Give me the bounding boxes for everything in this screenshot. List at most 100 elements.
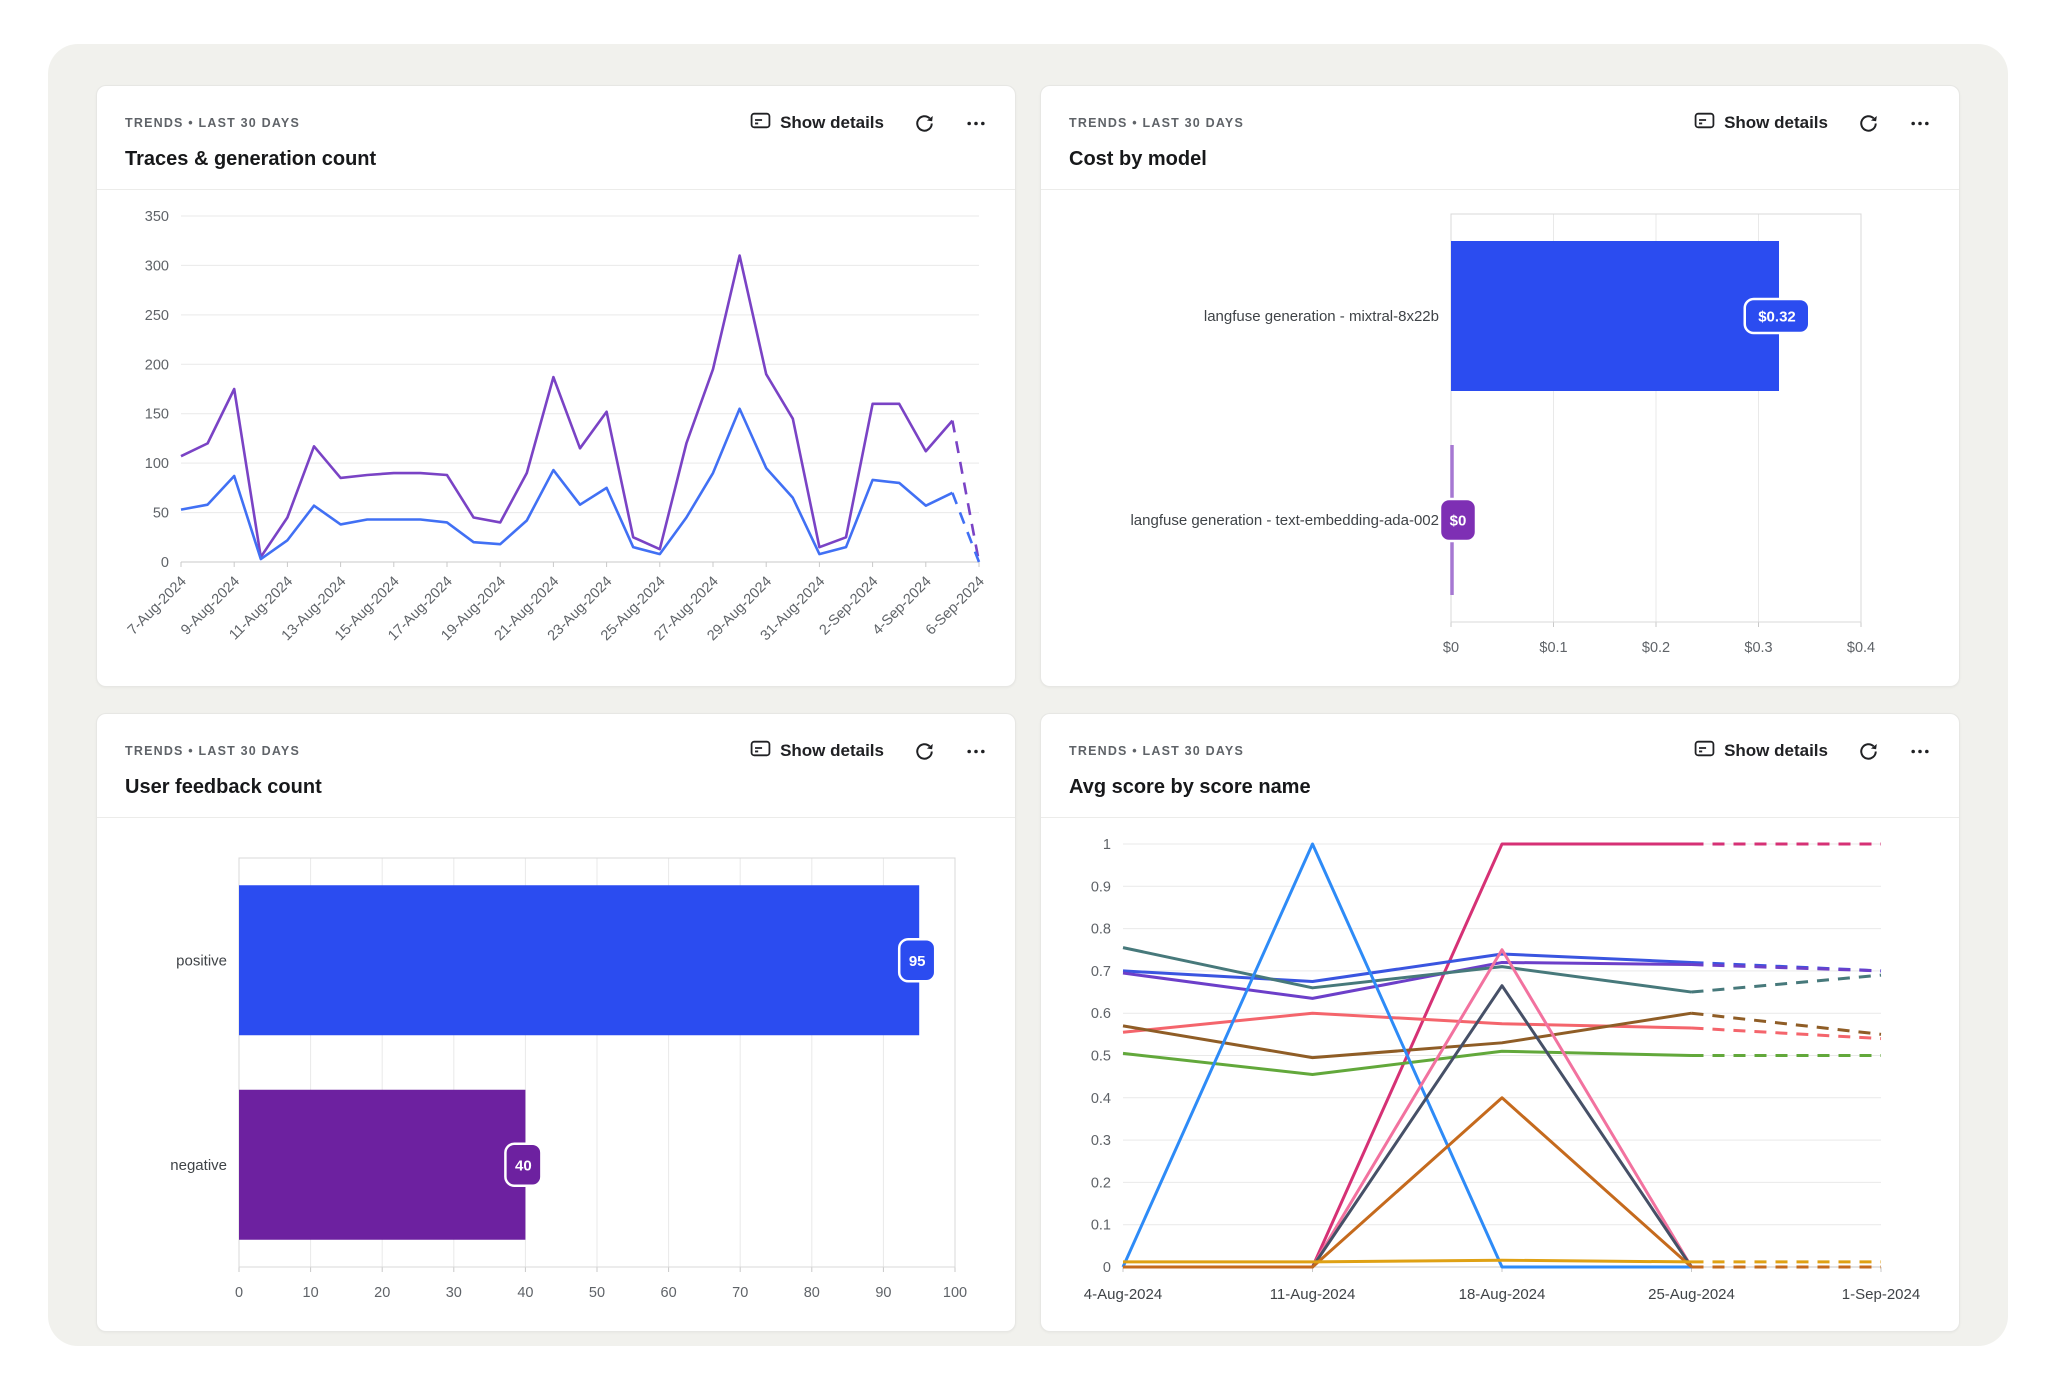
details-card-icon xyxy=(1694,110,1715,136)
card-cost-header: TRENDS • LAST 30 DAYS Show details xyxy=(1041,86,1959,189)
svg-text:0.9: 0.9 xyxy=(1091,879,1111,895)
svg-text:$0: $0 xyxy=(1450,513,1467,530)
card-traces-title: Traces & generation count xyxy=(125,148,377,170)
svg-text:1-Sep-2024: 1-Sep-2024 xyxy=(1842,1286,1920,1303)
card-feedback-eyebrow: TRENDS • LAST 30 DAYS xyxy=(125,744,300,758)
svg-text:90: 90 xyxy=(875,1285,891,1301)
more-menu-button[interactable] xyxy=(1909,113,1931,134)
show-details-button[interactable]: Show details xyxy=(1694,110,1828,136)
cost-chart-area: $0 $0.1 $0.2 $0.3 $0.4 langfuse generation - … xyxy=(1041,190,1959,686)
ellipsis-icon xyxy=(1911,121,1929,125)
feedback-bar-chart[interactable]: 0 10 20 30 40 50 60 70 80 90 100 positive 95 negative… xyxy=(117,828,995,1319)
refresh-button[interactable] xyxy=(914,113,935,134)
card-cost-eyebrow: TRENDS • LAST 30 DAYS xyxy=(1069,116,1244,130)
svg-text:0.3: 0.3 xyxy=(1091,1133,1111,1149)
svg-text:negative: negative xyxy=(170,1157,227,1174)
svg-text:95: 95 xyxy=(909,953,926,970)
svg-text:18-Aug-2024: 18-Aug-2024 xyxy=(1459,1286,1546,1303)
svg-text:30: 30 xyxy=(446,1285,462,1301)
svg-text:0.6: 0.6 xyxy=(1091,1006,1111,1022)
show-details-label: Show details xyxy=(780,113,884,132)
divider xyxy=(97,189,1015,190)
show-details-button[interactable]: Show details xyxy=(750,110,884,136)
svg-text:70: 70 xyxy=(732,1285,748,1301)
svg-text:langfuse generation - text-emb: langfuse generation - text-embedding-ada… xyxy=(1130,512,1439,529)
card-traces-header: TRENDS • LAST 30 DAYS Show details xyxy=(97,86,1015,189)
svg-text:250: 250 xyxy=(145,308,169,324)
svg-text:100: 100 xyxy=(943,1285,967,1301)
scores-chart-area: 0 0.1 0.2 0.3 0.4 0.5 0.6 0.7 0.8 0.9 1 4-Aug-2024 1… xyxy=(1041,818,1959,1331)
svg-text:40: 40 xyxy=(515,1157,532,1174)
ellipsis-icon xyxy=(967,121,985,125)
svg-text:0.7: 0.7 xyxy=(1091,964,1111,980)
card-traces: TRENDS • LAST 30 DAYS Show details xyxy=(96,85,1016,687)
card-feedback-header: TRENDS • LAST 30 DAYS Show details xyxy=(97,714,1015,817)
svg-text:0: 0 xyxy=(1103,1260,1111,1276)
ellipsis-icon xyxy=(1911,749,1929,753)
traces-chart-area: 0 50 100 150 200 250 300 350 7-Aug-2024 9-Aug-202… xyxy=(97,190,1015,686)
svg-text:$0.2: $0.2 xyxy=(1642,640,1670,656)
svg-text:0.1: 0.1 xyxy=(1091,1218,1111,1234)
divider xyxy=(1041,189,1959,190)
card-scores-title: Avg score by score name xyxy=(1069,776,1311,798)
card-feedback: TRENDS • LAST 30 DAYS Show details xyxy=(96,713,1016,1332)
svg-text:0: 0 xyxy=(161,555,169,571)
feedback-chart-area: 0 10 20 30 40 50 60 70 80 90 100 positive 95 negative… xyxy=(97,818,1015,1331)
svg-text:25-Aug-2024: 25-Aug-2024 xyxy=(1648,1286,1735,1303)
show-details-label: Show details xyxy=(780,741,884,760)
card-scores-header: TRENDS • LAST 30 DAYS Show details xyxy=(1041,714,1959,817)
refresh-button[interactable] xyxy=(1858,741,1879,762)
svg-text:0.8: 0.8 xyxy=(1091,922,1111,938)
svg-text:$0.1: $0.1 xyxy=(1539,640,1567,656)
svg-text:150: 150 xyxy=(145,407,169,423)
card-traces-eyebrow: TRENDS • LAST 30 DAYS xyxy=(125,116,300,130)
svg-text:0.2: 0.2 xyxy=(1091,1175,1111,1191)
cost-bar-chart[interactable]: $0 $0.1 $0.2 $0.3 $0.4 langfuse generation - … xyxy=(1061,200,1939,674)
svg-text:350: 350 xyxy=(145,209,169,225)
svg-text:4-Aug-2024: 4-Aug-2024 xyxy=(1084,1286,1162,1303)
svg-text:0.5: 0.5 xyxy=(1091,1049,1111,1065)
show-details-button[interactable]: Show details xyxy=(750,738,884,764)
svg-text:60: 60 xyxy=(661,1285,677,1301)
svg-text:300: 300 xyxy=(145,258,169,274)
dashboard-panel: TRENDS • LAST 30 DAYS Show details xyxy=(48,44,2008,1346)
svg-text:$0.4: $0.4 xyxy=(1847,640,1875,656)
svg-text:40: 40 xyxy=(517,1285,533,1301)
show-details-button[interactable]: Show details xyxy=(1694,738,1828,764)
card-feedback-title: User feedback count xyxy=(125,776,322,798)
card-cost: TRENDS • LAST 30 DAYS Show details xyxy=(1040,85,1960,687)
details-card-icon xyxy=(750,738,771,764)
svg-text:$0.3: $0.3 xyxy=(1744,640,1772,656)
svg-text:100: 100 xyxy=(145,456,169,472)
card-scores-eyebrow: TRENDS • LAST 30 DAYS xyxy=(1069,744,1244,758)
details-card-icon xyxy=(750,110,771,136)
divider xyxy=(1041,817,1959,818)
more-menu-button[interactable] xyxy=(965,113,987,134)
refresh-icon xyxy=(1860,114,1877,132)
svg-text:20: 20 xyxy=(374,1285,390,1301)
ellipsis-icon xyxy=(967,749,985,753)
refresh-button[interactable] xyxy=(1858,113,1879,134)
more-menu-button[interactable] xyxy=(965,741,987,762)
details-card-icon xyxy=(1694,738,1715,764)
svg-text:0: 0 xyxy=(235,1285,243,1301)
traces-line-chart[interactable]: 0 50 100 150 200 250 300 350 7-Aug-2024 9-Aug-202… xyxy=(117,200,995,674)
svg-text:10: 10 xyxy=(303,1285,319,1301)
svg-text:positive: positive xyxy=(176,952,227,969)
card-scores: TRENDS • LAST 30 DAYS Show details xyxy=(1040,713,1960,1332)
svg-text:80: 80 xyxy=(804,1285,820,1301)
svg-text:0.4: 0.4 xyxy=(1091,1091,1111,1107)
refresh-button[interactable] xyxy=(914,741,935,762)
svg-text:50: 50 xyxy=(153,506,169,522)
refresh-icon xyxy=(1860,742,1877,760)
show-details-label: Show details xyxy=(1724,113,1828,132)
svg-text:50: 50 xyxy=(589,1285,605,1301)
svg-text:200: 200 xyxy=(145,357,169,373)
svg-text:$0.32: $0.32 xyxy=(1758,309,1796,326)
refresh-icon xyxy=(916,114,933,132)
scores-line-chart[interactable]: 0 0.1 0.2 0.3 0.4 0.5 0.6 0.7 0.8 0.9 1 4-Aug-2024 1… xyxy=(1061,828,1939,1319)
divider xyxy=(97,817,1015,818)
show-details-label: Show details xyxy=(1724,741,1828,760)
more-menu-button[interactable] xyxy=(1909,741,1931,762)
